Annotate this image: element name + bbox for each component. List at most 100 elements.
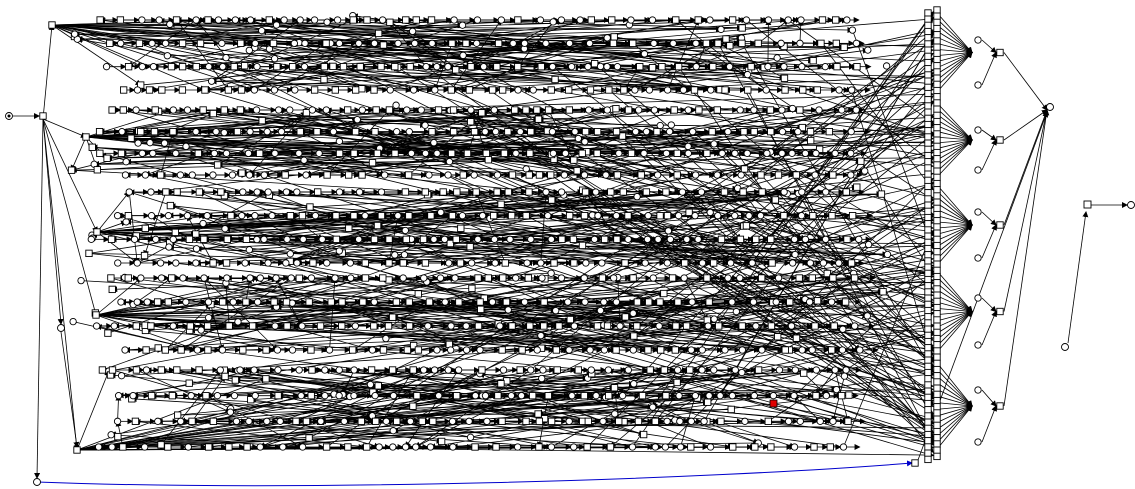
place bbox=[403, 106, 411, 114]
place bbox=[148, 39, 156, 47]
transition bbox=[810, 443, 818, 451]
transition bbox=[147, 322, 155, 330]
transition bbox=[924, 424, 932, 433]
place bbox=[698, 346, 706, 354]
arc bbox=[198, 189, 711, 213]
transition bbox=[534, 410, 542, 418]
place bbox=[974, 254, 982, 262]
transition bbox=[124, 63, 133, 71]
transition bbox=[526, 149, 534, 157]
transition bbox=[933, 167, 941, 175]
place bbox=[520, 298, 529, 306]
place bbox=[688, 298, 696, 306]
place bbox=[421, 121, 429, 129]
transition bbox=[933, 18, 941, 27]
place bbox=[471, 392, 480, 400]
place bbox=[445, 157, 454, 166]
arc bbox=[221, 25, 744, 44]
place bbox=[790, 392, 798, 400]
transition bbox=[933, 80, 941, 89]
place bbox=[684, 106, 692, 114]
transition bbox=[609, 39, 618, 47]
arc bbox=[1067, 211, 1089, 344]
transition bbox=[933, 415, 941, 423]
transition bbox=[204, 346, 212, 354]
place bbox=[689, 128, 697, 136]
place bbox=[831, 149, 839, 157]
place bbox=[273, 346, 282, 354]
place bbox=[567, 63, 576, 71]
transition bbox=[177, 346, 185, 354]
transition bbox=[825, 128, 833, 136]
transition bbox=[385, 106, 394, 114]
place bbox=[539, 366, 547, 374]
transition bbox=[361, 259, 369, 267]
transition bbox=[581, 188, 590, 196]
place bbox=[300, 156, 308, 164]
transition bbox=[630, 332, 638, 340]
place bbox=[394, 39, 402, 47]
transition bbox=[409, 341, 418, 350]
arc bbox=[530, 30, 934, 371]
place bbox=[216, 366, 224, 374]
arc bbox=[110, 277, 374, 352]
transition bbox=[924, 120, 932, 129]
arc bbox=[42, 118, 98, 233]
place bbox=[687, 417, 695, 425]
place bbox=[585, 106, 593, 114]
transition bbox=[544, 106, 553, 114]
transition bbox=[124, 274, 132, 282]
bottom-place bbox=[33, 478, 41, 486]
transition bbox=[391, 63, 399, 71]
transition bbox=[703, 316, 711, 324]
arc bbox=[171, 380, 507, 399]
transition bbox=[363, 16, 371, 24]
arc bbox=[150, 98, 934, 193]
place bbox=[801, 149, 810, 157]
arc bbox=[937, 19, 973, 54]
arc bbox=[981, 224, 997, 259]
arc bbox=[937, 383, 973, 407]
transition bbox=[591, 60, 599, 68]
place bbox=[523, 259, 531, 267]
place bbox=[260, 171, 268, 179]
place bbox=[299, 235, 307, 243]
place bbox=[839, 443, 848, 451]
place bbox=[565, 417, 573, 425]
place bbox=[426, 443, 435, 451]
transition bbox=[996, 402, 1004, 410]
transition bbox=[345, 171, 353, 179]
arc bbox=[339, 191, 686, 265]
transition bbox=[933, 43, 941, 51]
place bbox=[790, 443, 799, 451]
transition bbox=[924, 52, 932, 61]
transition bbox=[255, 149, 264, 157]
place bbox=[408, 27, 417, 36]
place bbox=[852, 39, 861, 47]
transition bbox=[686, 366, 694, 374]
place bbox=[130, 235, 139, 243]
transition bbox=[574, 366, 583, 374]
place bbox=[69, 317, 77, 326]
arc bbox=[220, 369, 584, 424]
place bbox=[667, 121, 675, 129]
transition bbox=[164, 443, 172, 451]
transition bbox=[933, 130, 941, 138]
transition bbox=[409, 366, 417, 374]
transition bbox=[933, 235, 941, 244]
place bbox=[843, 16, 851, 24]
place bbox=[612, 298, 621, 306]
transition bbox=[488, 86, 497, 94]
place bbox=[335, 366, 343, 374]
place bbox=[624, 235, 632, 243]
transition bbox=[372, 106, 380, 114]
transition bbox=[924, 325, 932, 333]
transition bbox=[826, 443, 834, 451]
place bbox=[441, 298, 449, 306]
place bbox=[238, 212, 246, 220]
transition bbox=[610, 33, 618, 41]
transition bbox=[201, 86, 209, 94]
transition bbox=[924, 89, 932, 98]
arc bbox=[109, 372, 343, 395]
transition bbox=[598, 274, 607, 282]
